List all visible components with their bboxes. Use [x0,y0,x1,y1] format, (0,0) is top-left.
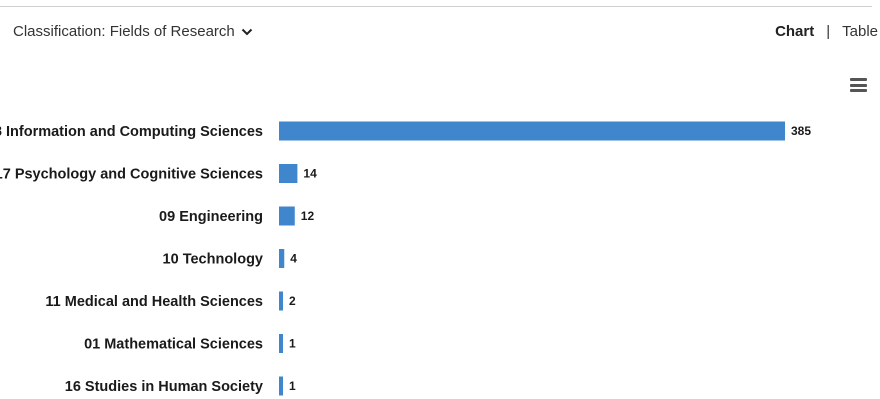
category-label: 09 Engineering [159,209,263,225]
category-label: 10 Technology [163,252,263,268]
bar[interactable] [279,121,785,141]
category-label: 11 Medical and Health Sciences [45,294,263,310]
category-label: 01 Mathematical Sciences [84,337,263,353]
classification-dropdown[interactable]: Classification: Fields of Research [13,23,253,40]
category-label: 08 Information and Computing Sciences [0,124,263,140]
bar[interactable] [279,334,283,353]
bar[interactable] [279,206,295,226]
table-tab[interactable]: Table [842,23,878,40]
view-toggle: Chart | Table [775,23,878,40]
category-label: 16 Studies in Human Society [65,379,263,395]
tab-separator: | [826,23,831,40]
bar[interactable] [279,376,283,396]
bar[interactable] [279,249,285,268]
hamburger-menu-icon[interactable] [850,78,867,92]
data-label: 1 [289,379,296,393]
top-divider [0,6,872,7]
category-label: 17 Psychology and Cognitive Sciences [0,167,263,183]
data-label: 14 [303,167,317,181]
bar[interactable] [279,291,283,311]
bar[interactable] [279,164,298,183]
data-label: 12 [301,209,315,223]
classification-label: Classification: Fields of Research [13,23,235,40]
data-label: 385 [791,124,811,138]
data-label: 4 [290,252,297,266]
chart-tab[interactable]: Chart [775,23,815,40]
data-label: 1 [289,337,296,351]
chevron-down-icon [241,28,252,35]
data-label: 2 [289,294,296,308]
